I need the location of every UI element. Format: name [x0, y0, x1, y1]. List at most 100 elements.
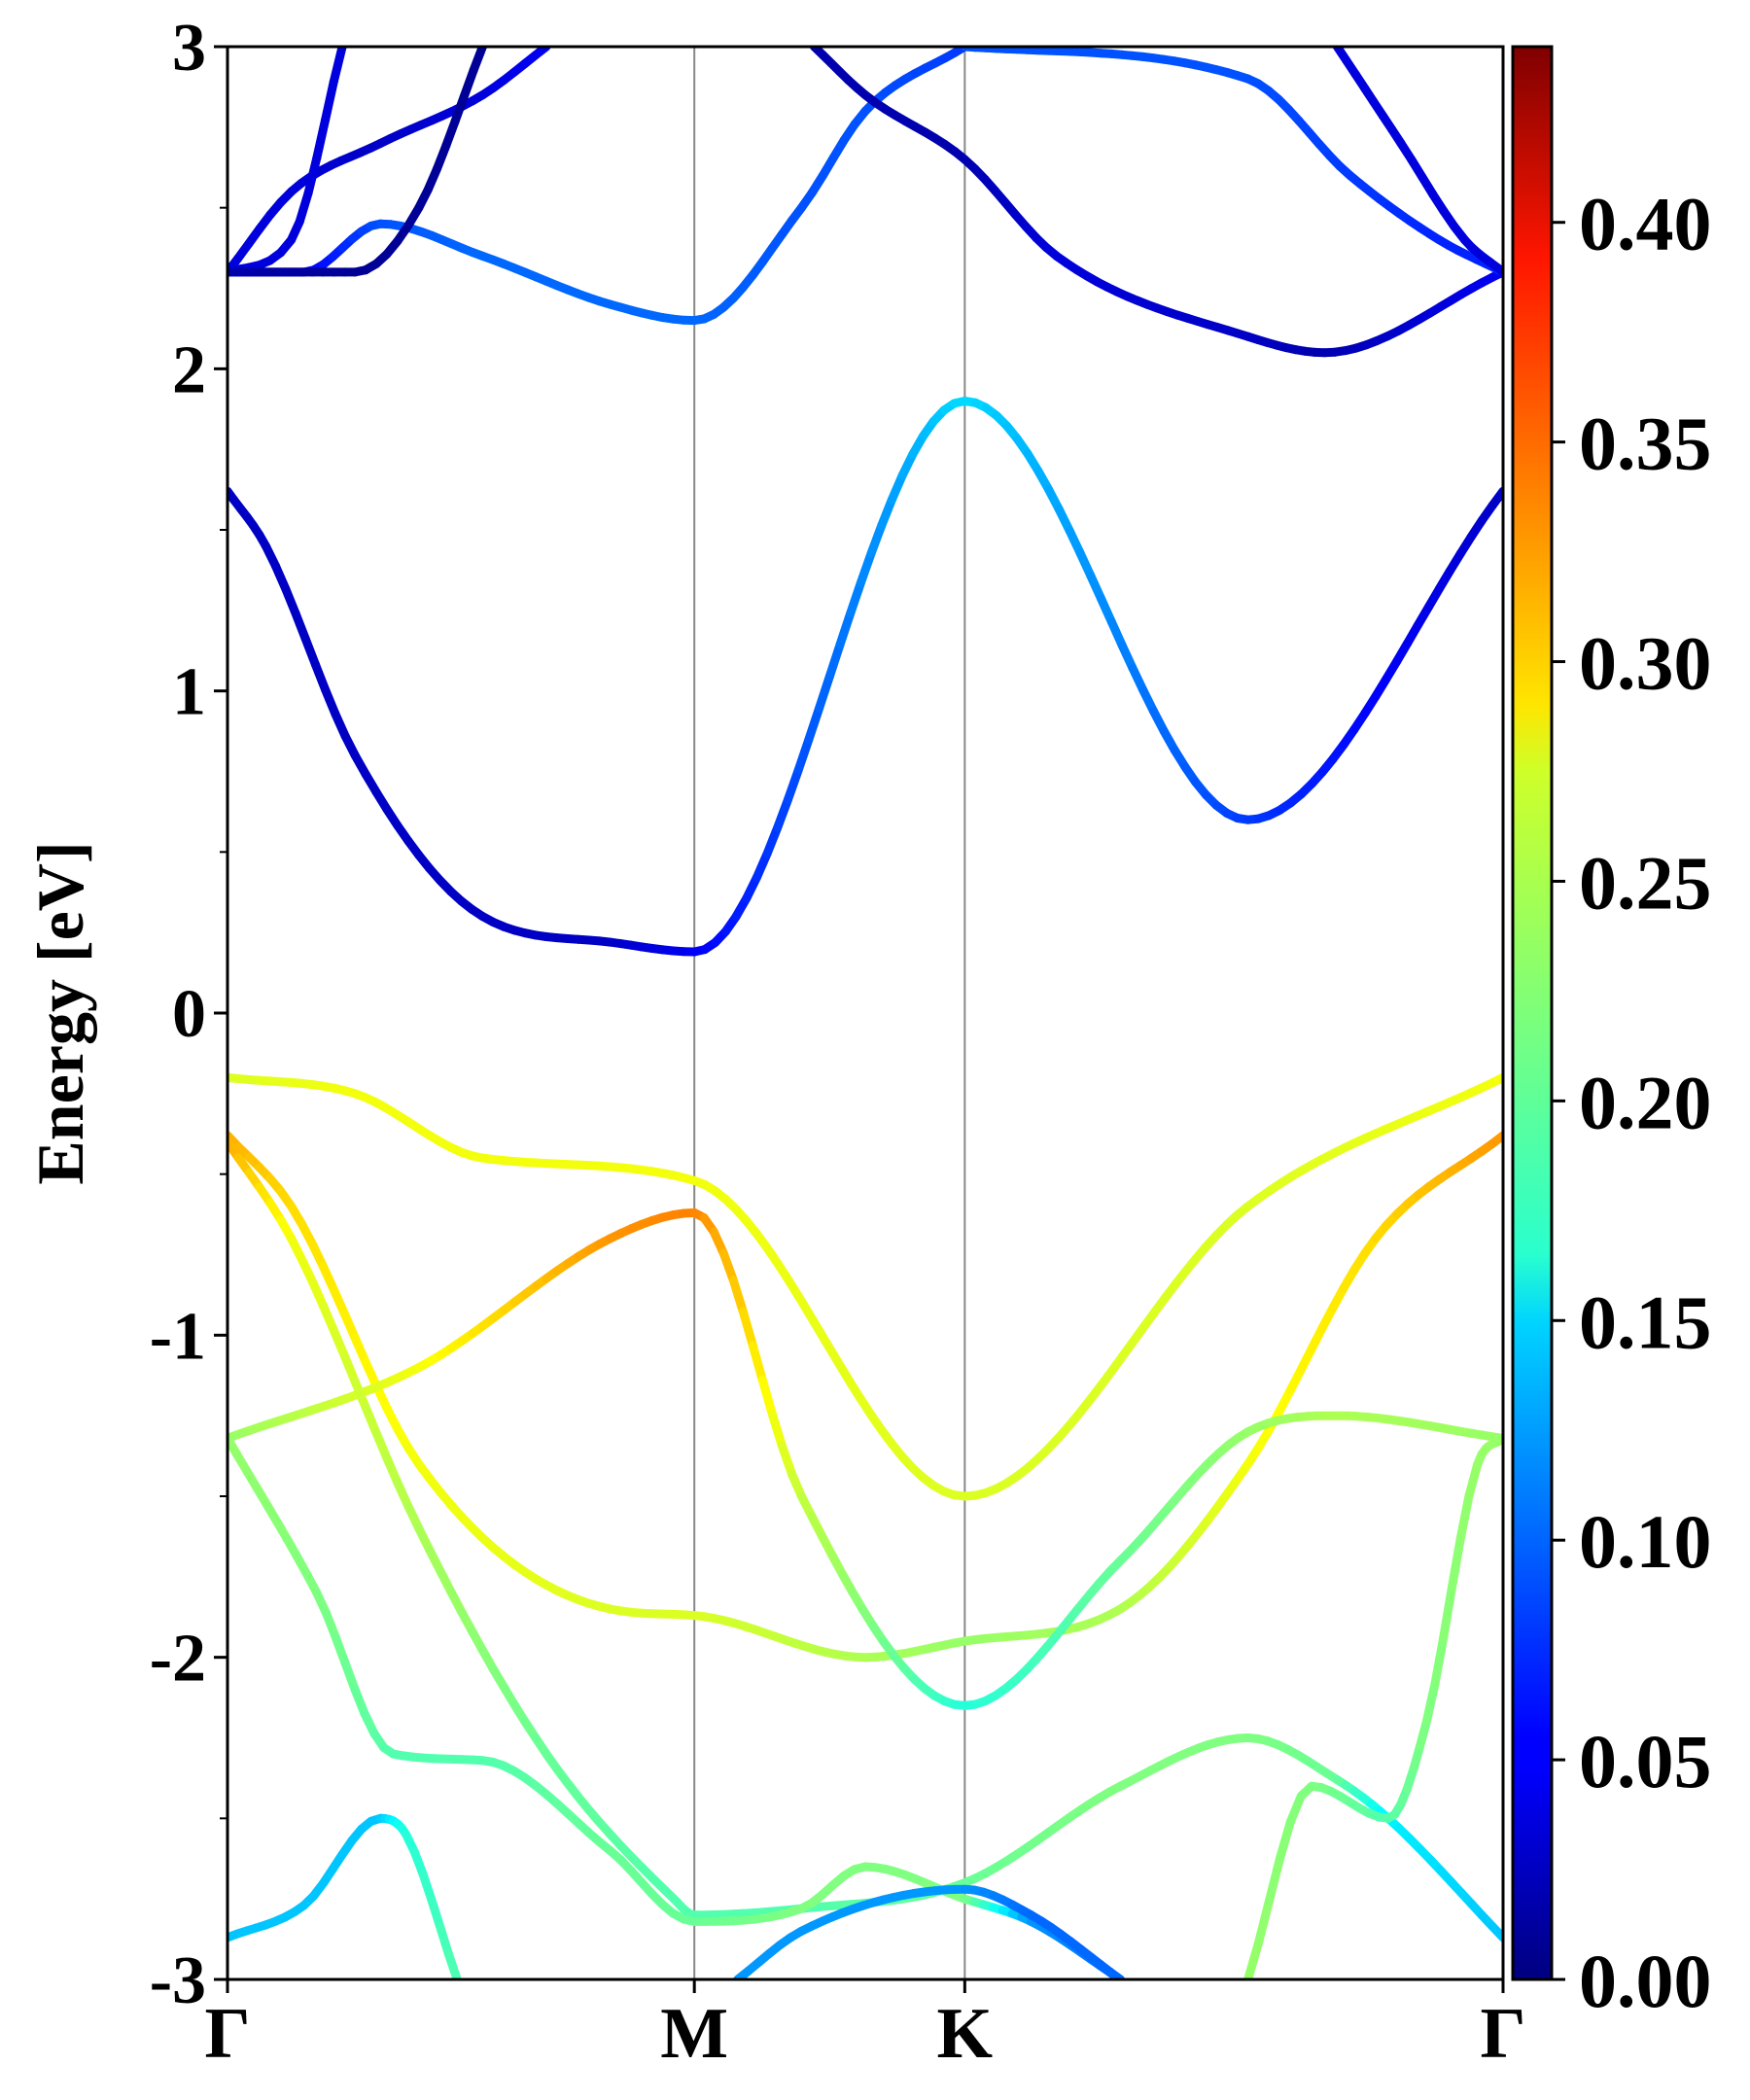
- band-segment: [1455, 1490, 1474, 1543]
- band-segment: [460, 66, 478, 100]
- band-segment: [777, 1441, 796, 1479]
- band-segment: [773, 794, 792, 832]
- band-segment: [350, 1333, 370, 1367]
- band-segment: [846, 578, 865, 618]
- band-segment: [450, 90, 470, 125]
- colorbar-tick-label: 0.05: [1579, 1719, 1712, 1803]
- band-segment: [815, 672, 834, 713]
- band-segment: [1464, 1459, 1483, 1500]
- colorbar-tick-label: 0.20: [1579, 1060, 1712, 1144]
- band-line: [733, 1884, 1125, 1979]
- band-segment: [1254, 1896, 1274, 1947]
- band-segment: [441, 116, 460, 151]
- band-segment: [300, 634, 320, 669]
- band-segment: [824, 640, 845, 682]
- band-line: [228, 1138, 1503, 1942]
- band-segment: [303, 154, 322, 197]
- band-line: [228, 1813, 462, 1979]
- band-line: [228, 1131, 1503, 1662]
- colorbar-ticks: 0.00 0.05 0.10 0.15 0.20 0.25 0.30 0.35 0.40: [1552, 182, 1712, 2023]
- band-segment: [332, 1633, 350, 1668]
- band-segment: [1275, 1817, 1295, 1864]
- band-segment: [748, 1341, 767, 1384]
- band-segment: [1439, 1582, 1456, 1642]
- plot-frame: [226, 45, 1505, 1981]
- band-segment: [1488, 1131, 1503, 1148]
- band-line: [960, 47, 1503, 277]
- band-segment: [1488, 1072, 1503, 1088]
- bands: [228, 47, 1503, 1979]
- kpoint-label: K: [937, 1994, 994, 2074]
- band-segment: [339, 1351, 360, 1386]
- band-segment: [738, 1307, 757, 1350]
- band-segment: [361, 1403, 381, 1438]
- kpoint-label: M: [660, 1994, 728, 2074]
- band-line: [228, 47, 487, 277]
- band-segment: [295, 189, 313, 227]
- band-segment: [767, 1410, 787, 1451]
- band-segment: [1243, 1938, 1263, 1979]
- band-segment: [1488, 486, 1503, 510]
- band-segment: [329, 1285, 349, 1318]
- colorbar-tick-label: 0.15: [1579, 1279, 1712, 1364]
- band-line: [228, 1072, 1503, 1501]
- colorbar-tick-label: 0.25: [1579, 840, 1712, 925]
- band-segment: [312, 115, 331, 163]
- colorbar: [1511, 45, 1554, 1981]
- y-tick-label: -3: [150, 1943, 206, 2018]
- y-axis: -3 -2 -1 0 1 2 3: [150, 11, 228, 2018]
- band-segment: [1488, 1922, 1503, 1942]
- band-segment: [321, 77, 338, 124]
- band-line: [228, 1208, 1503, 1710]
- band-segment: [339, 1309, 360, 1343]
- band-segment: [329, 47, 347, 87]
- band-segment: [418, 1870, 437, 1905]
- band-line: [228, 1433, 1125, 1979]
- band-segment: [1285, 1791, 1306, 1827]
- colorbar-tick-label: 0.00: [1579, 1939, 1712, 2023]
- band-segment: [718, 1248, 738, 1285]
- band-line: [1332, 47, 1503, 277]
- y-tick-label: 0: [172, 977, 206, 1052]
- band-segment: [728, 1276, 748, 1316]
- band-segment: [469, 47, 487, 75]
- colorbar-tick-label: 0.10: [1579, 1499, 1712, 1584]
- band-segment: [281, 584, 300, 618]
- colorbar-tick-label: 0.40: [1579, 182, 1712, 266]
- band-line: [228, 397, 1503, 957]
- band-segment: [291, 609, 310, 644]
- band-segment: [866, 520, 887, 558]
- y-tick-label: -2: [150, 1622, 206, 1697]
- band-segment: [329, 1325, 349, 1360]
- band-segment: [340, 1660, 360, 1695]
- colorbar-tick-label: 0.30: [1579, 621, 1712, 706]
- band-segment: [762, 822, 783, 858]
- band-line: [228, 47, 347, 277]
- band-segment: [1430, 1632, 1449, 1689]
- band-segment: [310, 659, 331, 694]
- band-segment: [1448, 1533, 1465, 1592]
- band-line: [228, 47, 551, 277]
- band-segment: [382, 1453, 402, 1488]
- band-segment: [350, 1377, 370, 1412]
- band-segment: [856, 548, 876, 587]
- band-segment: [1421, 1679, 1440, 1727]
- kpoint-lines: [693, 47, 966, 1979]
- band-segment: [757, 1376, 777, 1418]
- y-tick-label: -1: [150, 1299, 206, 1374]
- kpoint-label: Γ: [204, 1994, 250, 2074]
- y-tick-label: 1: [172, 655, 206, 730]
- y-axis-label: Energy [eV]: [23, 841, 97, 1184]
- band-segment: [877, 495, 896, 530]
- band-segment: [443, 1949, 462, 1979]
- band-segment: [804, 703, 824, 745]
- y-tick-label: 3: [172, 11, 206, 86]
- colorbar-tick-label: 0.35: [1579, 402, 1712, 486]
- band-segment: [436, 1922, 453, 1959]
- band-segment: [793, 735, 814, 775]
- band-segment: [318, 1301, 338, 1335]
- band-segment: [1265, 1854, 1284, 1906]
- band-line: [810, 47, 1503, 358]
